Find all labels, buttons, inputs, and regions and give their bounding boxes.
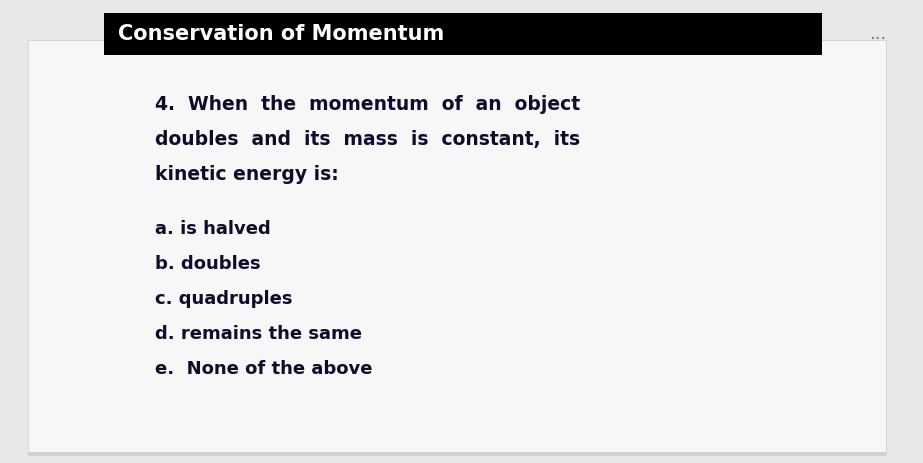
Text: c. quadruples: c. quadruples (155, 290, 293, 308)
FancyBboxPatch shape (104, 13, 822, 55)
Text: doubles  and  its  mass  is  constant,  its: doubles and its mass is constant, its (155, 130, 581, 149)
Text: Conservation of Momentum: Conservation of Momentum (118, 24, 444, 44)
Text: a. is halved: a. is halved (155, 220, 270, 238)
Text: d. remains the same: d. remains the same (155, 325, 362, 343)
FancyBboxPatch shape (28, 40, 886, 455)
Text: e.  None of the above: e. None of the above (155, 360, 373, 378)
Text: ...: ... (869, 25, 887, 43)
FancyBboxPatch shape (28, 452, 886, 455)
Text: 4.  When  the  momentum  of  an  object: 4. When the momentum of an object (155, 95, 581, 114)
Text: b. doubles: b. doubles (155, 255, 260, 273)
Text: kinetic energy is:: kinetic energy is: (155, 165, 339, 184)
